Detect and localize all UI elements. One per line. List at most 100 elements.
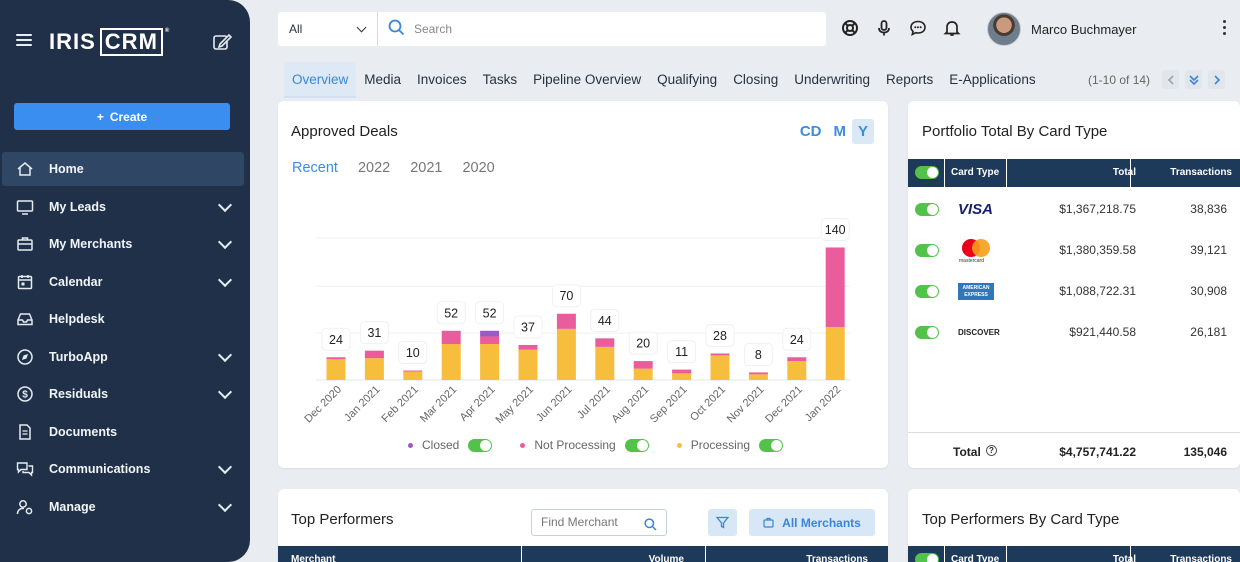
create-button[interactable]: + Create bbox=[14, 103, 230, 130]
tab-overview[interactable]: Overview bbox=[284, 62, 357, 98]
user-name: Marco Buchmayer bbox=[1031, 21, 1137, 37]
sidebar-item-turboapp[interactable]: TurboApp bbox=[0, 338, 250, 376]
col-transactions: Transactions bbox=[1170, 554, 1232, 562]
sidebar-item-communications[interactable]: Communications bbox=[0, 451, 250, 489]
bar-segment-not-processing bbox=[710, 353, 730, 356]
chat-bubble-icon[interactable] bbox=[908, 18, 928, 38]
sidebar-item-home[interactable]: Home bbox=[2, 152, 244, 186]
row-toggle[interactable] bbox=[915, 203, 939, 216]
avatar[interactable] bbox=[987, 12, 1021, 46]
total-transactions: 135,046 bbox=[1183, 445, 1227, 459]
bar-segment-processing bbox=[326, 359, 346, 380]
chevron-down-icon[interactable] bbox=[217, 385, 233, 400]
search-input[interactable] bbox=[414, 22, 794, 36]
range-cd-button[interactable]: CD bbox=[799, 123, 822, 140]
sidebar-item-my-merchants[interactable]: My Merchants bbox=[0, 226, 250, 264]
data-label-bg bbox=[590, 308, 620, 332]
year-tab-2022[interactable]: 2022 bbox=[357, 160, 391, 176]
sidebar-item-my-leads[interactable]: My Leads bbox=[0, 188, 250, 226]
search-scope-select[interactable]: All bbox=[278, 12, 378, 46]
chevron-down-icon[interactable] bbox=[217, 347, 233, 362]
legend-closed-toggle[interactable] bbox=[468, 438, 493, 452]
data-label-bg bbox=[475, 301, 505, 325]
bar-segment-processing bbox=[710, 355, 730, 380]
search-icon[interactable] bbox=[644, 515, 657, 540]
year-tab-2021[interactable]: 2021 bbox=[410, 160, 443, 176]
edit-icon[interactable] bbox=[212, 32, 233, 52]
search-icon[interactable] bbox=[388, 19, 405, 39]
chevron-right-icon[interactable] bbox=[1208, 70, 1225, 89]
filter-button[interactable] bbox=[708, 509, 737, 536]
table-row: AMERICAN EXPRESS $1,088,722.31 30,908 bbox=[908, 271, 1240, 312]
tab-pipeline-overview[interactable]: Pipeline Overview bbox=[533, 72, 642, 87]
header-toggle[interactable] bbox=[915, 553, 939, 562]
row-toggle[interactable] bbox=[915, 326, 939, 339]
sidebar-item-documents[interactable]: Documents bbox=[0, 413, 250, 451]
more-options-icon[interactable] bbox=[1223, 20, 1227, 38]
bar-segment-not-processing bbox=[518, 344, 538, 350]
range-y-button[interactable]: Y bbox=[851, 119, 874, 144]
chevron-down-icon[interactable] bbox=[217, 272, 233, 287]
help-icon[interactable]: ? bbox=[986, 445, 997, 456]
find-merchant-input[interactable]: Find Merchant bbox=[531, 509, 667, 536]
sidebar-item-residuals[interactable]: $ Residuals bbox=[0, 376, 250, 414]
top-performers-card-type-card: Top Performers By Card Type Card Type To… bbox=[908, 489, 1240, 562]
hamburger-menu-icon[interactable] bbox=[16, 34, 32, 46]
chevron-left-icon[interactable] bbox=[1162, 70, 1179, 89]
data-label-bg bbox=[705, 323, 735, 347]
data-label-bg bbox=[551, 284, 581, 308]
sidebar-item-manage[interactable]: Manage bbox=[0, 488, 250, 526]
sidebar-item-label: My Merchants bbox=[49, 237, 133, 252]
plus-icon: + bbox=[96, 109, 104, 124]
tab-tasks[interactable]: Tasks bbox=[482, 72, 518, 87]
tab-reports[interactable]: Reports bbox=[886, 72, 934, 87]
legend-processing-toggle[interactable] bbox=[759, 438, 784, 452]
x-tick-label: Aug 2021 bbox=[610, 384, 652, 426]
bar-segment-processing bbox=[787, 361, 807, 380]
year-tab-2020[interactable]: 2020 bbox=[462, 160, 495, 176]
tab-invoices[interactable]: Invoices bbox=[417, 72, 467, 87]
all-merchants-button[interactable]: All Merchants bbox=[749, 509, 875, 536]
legend-not-processing-toggle[interactable] bbox=[624, 438, 649, 452]
sidebar-item-calendar[interactable]: Calendar bbox=[0, 263, 250, 301]
chevron-down-icon bbox=[356, 22, 367, 33]
legend-label: Processing bbox=[690, 438, 751, 452]
range-m-button[interactable]: M bbox=[833, 123, 846, 140]
data-label: 44 bbox=[598, 314, 612, 328]
chevron-down-icon[interactable] bbox=[217, 235, 233, 250]
sidebar-item-label: My Leads bbox=[49, 199, 106, 214]
x-tick-label: Jan 2022 bbox=[803, 384, 843, 424]
row-toggle[interactable] bbox=[915, 285, 939, 298]
iris-crm-logo[interactable]: IRIS CRM ® bbox=[49, 28, 170, 56]
search-scope-value: All bbox=[289, 22, 303, 36]
sidebar-item-helpdesk[interactable]: Helpdesk bbox=[0, 301, 250, 339]
user-profile[interactable]: Marco Buchmayer bbox=[987, 12, 1136, 46]
tab-closing[interactable]: Closing bbox=[733, 72, 779, 87]
year-tab-recent[interactable]: Recent bbox=[292, 160, 338, 176]
tab-underwriting[interactable]: Underwriting bbox=[794, 72, 870, 87]
data-label: 70 bbox=[559, 289, 573, 303]
legend-label: Closed bbox=[422, 438, 460, 452]
row-transactions: 39,121 bbox=[1190, 243, 1227, 257]
sidebar-item-label: Communications bbox=[49, 462, 151, 477]
double-chevron-down-icon[interactable] bbox=[1185, 70, 1202, 89]
tab-e-applications[interactable]: E-Applications bbox=[949, 72, 1036, 87]
chat-icon bbox=[16, 460, 34, 478]
bar-segment-not-processing bbox=[825, 247, 845, 327]
tab-qualifying[interactable]: Qualifying bbox=[657, 72, 718, 87]
microphone-icon[interactable] bbox=[874, 18, 894, 38]
support-lifebuoy-icon[interactable] bbox=[840, 18, 860, 38]
chevron-down-icon[interactable] bbox=[217, 460, 233, 475]
row-toggle[interactable] bbox=[915, 244, 939, 257]
logo-crm-text: CRM bbox=[99, 28, 163, 56]
notification-bell-icon[interactable] bbox=[942, 18, 962, 38]
find-merchant-placeholder: Find Merchant bbox=[541, 515, 618, 529]
header-toggle[interactable] bbox=[915, 166, 939, 179]
data-label-bg bbox=[513, 315, 543, 339]
inbox-icon bbox=[16, 310, 34, 328]
chevron-down-icon[interactable] bbox=[217, 497, 233, 512]
chevron-down-icon[interactable] bbox=[217, 197, 233, 212]
bar-segment-not-processing bbox=[633, 361, 653, 369]
approved-deals-card: Approved Deals CD M Y Recent 2022 2021 2… bbox=[278, 101, 888, 468]
tab-media[interactable]: Media bbox=[364, 72, 402, 87]
